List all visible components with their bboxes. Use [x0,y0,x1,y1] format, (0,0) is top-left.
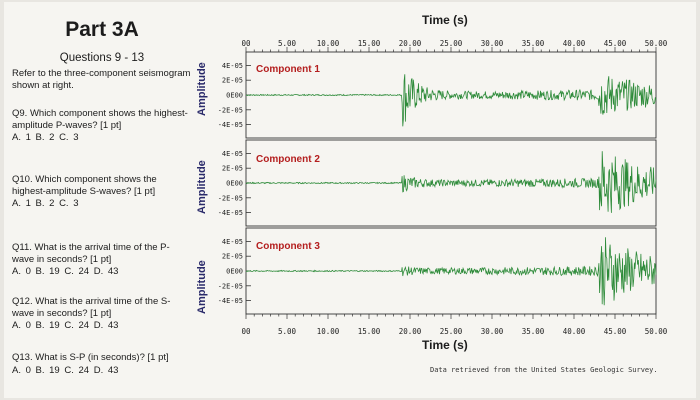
x-tick-label-bottom: 50.00 [645,327,668,336]
question-text: Q13. What is S-P (in seconds)? [1 pt] [12,352,169,363]
x-tick-label-top: 30.00 [481,39,504,48]
x-tick-label-bottom: 25.00 [440,327,463,336]
question-12: Q12. What is the arrival time of the S-w… [12,296,190,332]
y-tick-label: 4E-05 [222,150,243,158]
y-tick-label: -2E-05 [218,106,243,114]
x-tick-label-bottom: 00 [241,327,251,336]
y-tick-label: 4E-05 [222,238,243,246]
y-axis-label-2: Amplitude [196,160,208,214]
seismogram-svg: 00 00 5.00 5.00 10.00 10.00 15.00 15.00 20.00 20.… [218,39,668,336]
x-tick-label-bottom: 5.00 [278,327,297,336]
question-text: Q10. Which component shows the highest-a… [12,174,157,197]
question-column: Part 3A Questions 9 - 13 Refer to the th… [12,12,192,397]
component-2-label: Component 2 [256,154,320,165]
x-tick-label-top: 20.00 [399,39,422,48]
worksheet-page: Part 3A Questions 9 - 13 Refer to the th… [4,2,696,398]
y-tick-label: 0E00 [226,92,243,100]
y-tick-label: 0E00 [226,180,243,188]
x-tick-label-bottom: 10.00 [317,327,340,336]
x-tick-label-bottom: 45.00 [604,327,627,336]
question-text: Q12. What is the arrival time of the S-w… [12,296,171,319]
y-tick-label: -4E-05 [218,209,243,217]
y-tick-label: 0E00 [226,268,243,276]
y-tick-label: 2E-05 [222,253,243,261]
page-title: Part 3A [65,18,139,41]
component-1-label: Component 1 [256,64,320,75]
y-tick-label: 2E-05 [222,77,243,85]
question-13: Q13. What is S-P (in seconds)? [1 pt] A.… [12,352,190,376]
question-text: Q11. What is the arrival time of the P-w… [12,242,170,265]
y-tick-label: -2E-05 [218,194,243,202]
x-tick-label-top: 25.00 [440,39,463,48]
x-tick-label-bottom: 40.00 [563,327,586,336]
answer-options: A. 0 B. 19 C. 24 D. 43 [12,320,119,331]
x-tick-label-top: 40.00 [563,39,586,48]
answer-options: A. 0 B. 19 C. 24 D. 43 [12,266,119,277]
waveform-3 [245,237,657,306]
x-tick-label-top: 10.00 [317,39,340,48]
data-source-note: Data retrieved from the United States Ge… [430,366,658,374]
y-tick-label: -4E-05 [218,297,243,305]
x-tick-label-top: 45.00 [604,39,627,48]
x-tick-label-bottom: 30.00 [481,327,504,336]
x-tick-label-top: 5.00 [278,39,297,48]
answer-options: A. 1 B. 2 C. 3 [12,132,79,143]
y-tick-label: -2E-05 [218,282,243,290]
y-axis-label-1: Amplitude [196,62,208,116]
x-tick-label-top: 35.00 [522,39,545,48]
x-tick-label-top: 15.00 [358,39,381,48]
x-axis-title-bottom: Time (s) [422,338,468,352]
x-tick-label-bottom: 20.00 [399,327,422,336]
answer-options: A. 0 B. 19 C. 24 D. 43 [12,364,119,376]
component-3-label: Component 3 [256,241,320,252]
x-tick-label-top: 00 [241,39,251,48]
waveform-2 [245,151,657,213]
y-axis-label-3: Amplitude [196,260,208,314]
question-11: Q11. What is the arrival time of the P-w… [12,242,190,278]
page-subtitle: Questions 9 - 13 [59,52,145,64]
question-9: Q9. Which component shows the highest-am… [12,108,190,144]
y-tick-label: -4E-05 [218,121,243,129]
intro-text: Refer to the three-component seismogram … [12,68,191,91]
y-tick-label: 2E-05 [222,165,243,173]
x-tick-label-bottom: 35.00 [522,327,545,336]
x-tick-label-bottom: 15.00 [358,327,381,336]
seismogram-chart: 00 00 5.00 5.00 10.00 10.00 15.00 15.00 20.00 20.… [194,4,700,400]
waveform-1 [245,74,657,127]
question-text: Q9. Which component shows the highest-am… [12,108,188,131]
x-axis-title-top: Time (s) [422,13,468,27]
answer-options: A. 1 B. 2 C. 3 [12,198,79,209]
question-10: Q10. Which component shows the highest-a… [12,174,190,210]
y-tick-label: 4E-05 [222,62,243,70]
x-tick-label-top: 50.00 [645,39,668,48]
